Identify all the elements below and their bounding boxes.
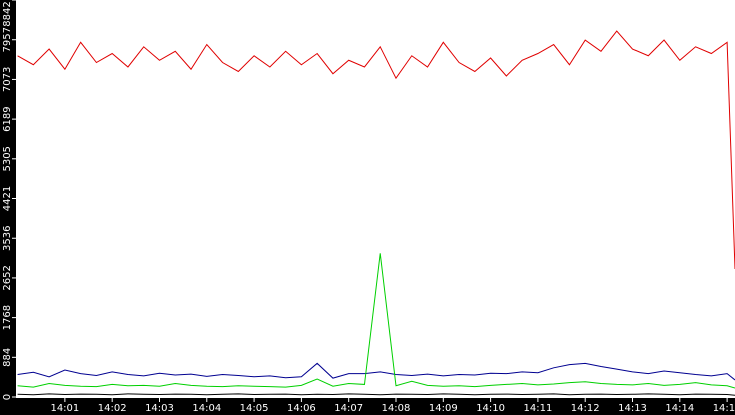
y-tick-label: 4421 xyxy=(2,186,13,211)
x-tick-label: 14:08 xyxy=(382,403,411,414)
x-tick-label: 14:10 xyxy=(476,403,505,414)
series-line xyxy=(17,30,735,270)
y-tick-label: 0 xyxy=(2,394,13,400)
series-line xyxy=(17,393,735,396)
x-axis-strip xyxy=(0,398,735,415)
series-line xyxy=(17,362,735,381)
x-tick-label: 14:11 xyxy=(523,403,552,414)
y-tick-label: 8842 xyxy=(2,1,13,26)
x-tick-label: 14:04 xyxy=(192,403,221,414)
x-tick-label: 14:01 xyxy=(50,403,79,414)
x-tick-label: 14:06 xyxy=(287,403,316,414)
y-tick-label: 1768 xyxy=(2,305,13,330)
x-tick-label: 14:07 xyxy=(334,403,363,414)
x-tick-label: 14:13 xyxy=(618,403,647,414)
x-tick-label: 14:03 xyxy=(145,403,174,414)
x-tick-label: 14:12 xyxy=(571,403,600,414)
series-line xyxy=(17,253,735,389)
x-tick-label: 14:14 xyxy=(665,403,694,414)
y-tick-label: 2652 xyxy=(2,265,13,290)
y-tick-label: 3536 xyxy=(2,226,13,251)
y-tick-label: 5305 xyxy=(2,146,13,171)
x-tick-label: 14:15 xyxy=(713,403,735,414)
y-axis-strip xyxy=(0,0,16,415)
x-tick-label: 14:09 xyxy=(429,403,458,414)
x-tick-label: 14:02 xyxy=(98,403,127,414)
x-tick-label: 14:05 xyxy=(240,403,269,414)
y-tick-label: 6189 xyxy=(2,106,13,131)
y-tick-label: 884 xyxy=(2,348,13,367)
y-tick-label: 7073 xyxy=(2,67,13,92)
y-tick-label: 7957 xyxy=(2,27,13,52)
